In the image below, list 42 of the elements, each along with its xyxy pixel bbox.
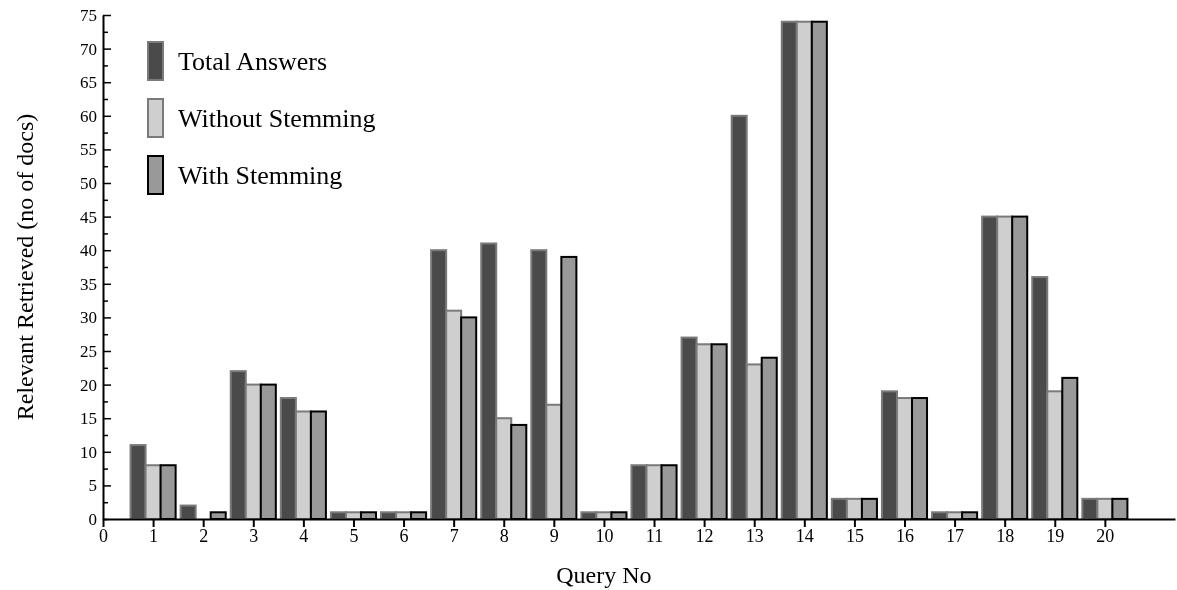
x-tick-label: 5 (349, 525, 359, 546)
x-tick-label: 7 (449, 525, 459, 546)
x-tick-label: 14 (795, 525, 814, 546)
x-tick-label: 11 (645, 525, 664, 546)
x-tick-label: 13 (745, 525, 764, 546)
y-tick-label: 60 (80, 106, 97, 126)
y-tick-label: 0 (88, 509, 97, 529)
y-tick-label: 10 (80, 442, 97, 462)
y-tick-label: 65 (80, 73, 97, 93)
y-tick-label: 20 (80, 375, 97, 395)
x-tick-label: 17 (946, 525, 965, 546)
y-tick-label: 30 (80, 308, 97, 328)
x-tick-label: 2 (199, 525, 209, 546)
x-tick-label: 15 (845, 525, 864, 546)
x-tick-label: 16 (896, 525, 914, 546)
x-tick-label: 18 (996, 525, 1015, 546)
x-tick-label: 10 (595, 525, 614, 546)
y-tick-label: 5 (88, 476, 97, 496)
x-tick-label: 4 (299, 525, 309, 546)
x-tick-label: 9 (549, 525, 559, 546)
x-tick-label: 20 (1096, 525, 1115, 546)
y-tick-label: 50 (80, 173, 97, 193)
y-tick-label: 75 (80, 5, 97, 25)
x-tick-label: 8 (499, 525, 509, 546)
y-tick-label: 15 (80, 409, 97, 429)
x-tick-label: 3 (249, 525, 259, 546)
bar (179, 504, 197, 520)
y-tick-label: 55 (80, 140, 97, 160)
y-tick-label: 40 (80, 241, 97, 261)
x-tick-label: 6 (399, 525, 409, 546)
legend-label: Total Answers (178, 47, 328, 76)
y-tick-label: 70 (80, 39, 97, 59)
legend-label: With Stemming (178, 161, 343, 190)
y-tick-label: 45 (80, 207, 97, 227)
x-tick-label: 12 (695, 525, 714, 546)
x-tick-label: 19 (1046, 525, 1065, 546)
x-axis-title: Query No (556, 562, 652, 588)
y-tick-label: 25 (80, 341, 97, 361)
y-tick-label: 35 (80, 274, 97, 294)
x-tick-label: 1 (149, 525, 159, 546)
legend-label: Without Stemming (178, 104, 376, 133)
y-axis-title: Relevant Retrieved (no of docs) (12, 113, 38, 421)
